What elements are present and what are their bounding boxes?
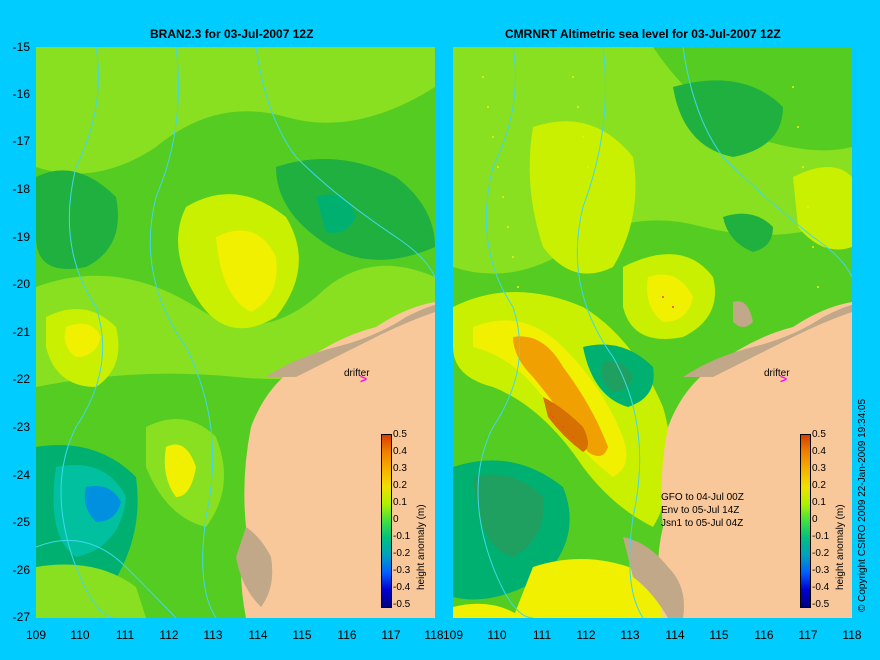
right-drifter-marker: > <box>780 372 788 386</box>
left-cb-tick: -0.3 <box>393 565 411 576</box>
x-tick-label: 111 <box>532 628 552 642</box>
left-cb-tick: 0.4 <box>393 446 407 457</box>
x-tick-label: 114 <box>248 628 268 642</box>
right-cb-tick: 0.1 <box>812 497 826 508</box>
x-tick-label: 110 <box>487 628 507 642</box>
left-cb-tick: 0.1 <box>393 497 407 508</box>
y-tick-label: -17 <box>12 134 30 148</box>
right-cb-tick: 0 <box>812 514 818 525</box>
left-colorbar-label: height anomaly (m) <box>416 504 427 590</box>
right-cb-tick: 0.4 <box>812 446 826 457</box>
x-tick-label: 116 <box>337 628 357 642</box>
right-cb-tick: -0.2 <box>812 548 830 559</box>
satellite-info-gfo: GFO to 04-Jul 00Z <box>661 492 744 503</box>
x-tick-label: 118 <box>842 628 862 642</box>
left-cb-tick: 0.3 <box>393 463 407 474</box>
y-tick-label: -15 <box>12 40 30 54</box>
y-tick-label: -24 <box>12 468 30 482</box>
left-drifter-label: drifter <box>344 368 370 379</box>
x-tick-label: 113 <box>203 628 223 642</box>
right-cb-tick: 0.5 <box>812 429 826 440</box>
y-tick-label: -16 <box>12 87 30 101</box>
x-tick-label: 115 <box>292 628 312 642</box>
x-tick-label: 109 <box>442 628 464 642</box>
left-map-panel: drifter > <box>36 47 435 618</box>
left-cb-tick: -0.5 <box>393 599 411 610</box>
left-map-canvas <box>36 47 435 618</box>
right-cb-tick: -0.4 <box>812 582 830 593</box>
right-drifter-label: drifter <box>764 368 790 379</box>
y-tick-label: -21 <box>12 325 30 339</box>
y-tick-label: -18 <box>12 182 30 196</box>
y-tick-label: -23 <box>12 420 30 434</box>
x-tick-label: 110 <box>70 628 90 642</box>
y-tick-label: -20 <box>12 277 30 291</box>
y-tick-label: -19 <box>12 230 30 244</box>
right-colorbar-label: height anomaly (m) <box>835 504 846 590</box>
x-tick-label: 109 <box>25 628 47 642</box>
x-tick-label: 113 <box>620 628 640 642</box>
x-tick-label: 112 <box>159 628 179 642</box>
y-tick-label: -25 <box>12 515 30 529</box>
left-cb-tick: -0.4 <box>393 582 411 593</box>
x-tick-label: 115 <box>709 628 729 642</box>
right-panel-title: CMRNRT Altimetric sea level for 03-Jul-2… <box>505 27 781 41</box>
satellite-info: GFO to 04-Jul 00Z Env to 05-Jul 14Z Jsn1… <box>661 491 744 530</box>
right-map-canvas <box>453 47 852 618</box>
x-tick-label: 116 <box>754 628 774 642</box>
right-cb-tick: -0.3 <box>812 565 830 576</box>
right-cb-tick: 0.2 <box>812 480 826 491</box>
satellite-info-env: Env to 05-Jul 14Z <box>661 505 740 516</box>
right-map-panel: drifter > GFO to 04-Jul 00Z Env to 05-Ju… <box>453 47 852 618</box>
left-colorbar <box>381 434 392 608</box>
left-cb-tick: 0.5 <box>393 429 407 440</box>
left-cb-tick: 0.2 <box>393 480 407 491</box>
copyright-text: © Copyright CSIRO 2009 22-Jan-2009 19:34… <box>857 398 868 612</box>
satellite-info-jsn1: Jsn1 to 05-Jul 04Z <box>661 518 744 529</box>
y-tick-label: -22 <box>12 372 30 386</box>
x-tick-label: 114 <box>665 628 685 642</box>
x-tick-label: 112 <box>576 628 596 642</box>
right-cb-tick: -0.1 <box>812 531 830 542</box>
x-tick-label: 118 <box>424 628 444 642</box>
left-cb-tick: -0.1 <box>393 531 411 542</box>
right-cb-tick: 0.3 <box>812 463 826 474</box>
left-drifter-marker: > <box>360 372 368 386</box>
right-cb-tick: -0.5 <box>812 599 830 610</box>
left-panel-title: BRAN2.3 for 03-Jul-2007 12Z <box>150 27 314 41</box>
x-tick-label: 117 <box>798 628 818 642</box>
x-tick-label: 111 <box>115 628 135 642</box>
y-tick-label: -27 <box>12 610 30 624</box>
left-cb-tick: -0.2 <box>393 548 411 559</box>
y-tick-label: -26 <box>12 563 30 577</box>
left-cb-tick: 0 <box>393 514 399 525</box>
x-tick-label: 117 <box>381 628 401 642</box>
right-colorbar <box>800 434 811 608</box>
